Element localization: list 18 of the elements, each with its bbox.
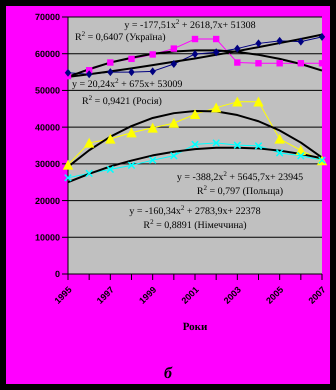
annotation: R$^{2}$ = 0,9421 (Росія)	[82, 94, 162, 107]
y-tick-label: 20000	[34, 196, 60, 206]
annotation: R$^{2}$ = 0,8891 (Німеччина)	[143, 218, 247, 231]
annotation: R$^{2}$ = 0,797 (Польща)	[196, 184, 284, 197]
annotation: R$^{2}$ = 0,6407 (Україна)	[75, 30, 166, 43]
y-tick-label: 0	[54, 269, 60, 280]
annotation: y = -177,51x$^{2}$ + 2618,7x+ 51308	[124, 18, 256, 31]
y-tick-label: 50000	[34, 86, 60, 96]
annotation: y = -388,2x$^{2}$ + 5645,7x+ 23945	[176, 170, 304, 183]
y-tick-label: 30000	[34, 159, 60, 170]
x-axis-title: Роки	[182, 321, 208, 333]
text: б	[164, 365, 174, 382]
annotation: y = -160,34x$^{2}$ + 2783,9x+ 22378	[129, 204, 261, 217]
annotation: y = 20,24x$^{2}$ + 675x+ 53009	[72, 77, 182, 90]
y-tick-label: 10000	[34, 232, 60, 242]
y-tick-label: 40000	[34, 122, 60, 132]
y-tick-label: 60000	[34, 48, 60, 59]
y-tick-label: 70000	[34, 12, 60, 22]
